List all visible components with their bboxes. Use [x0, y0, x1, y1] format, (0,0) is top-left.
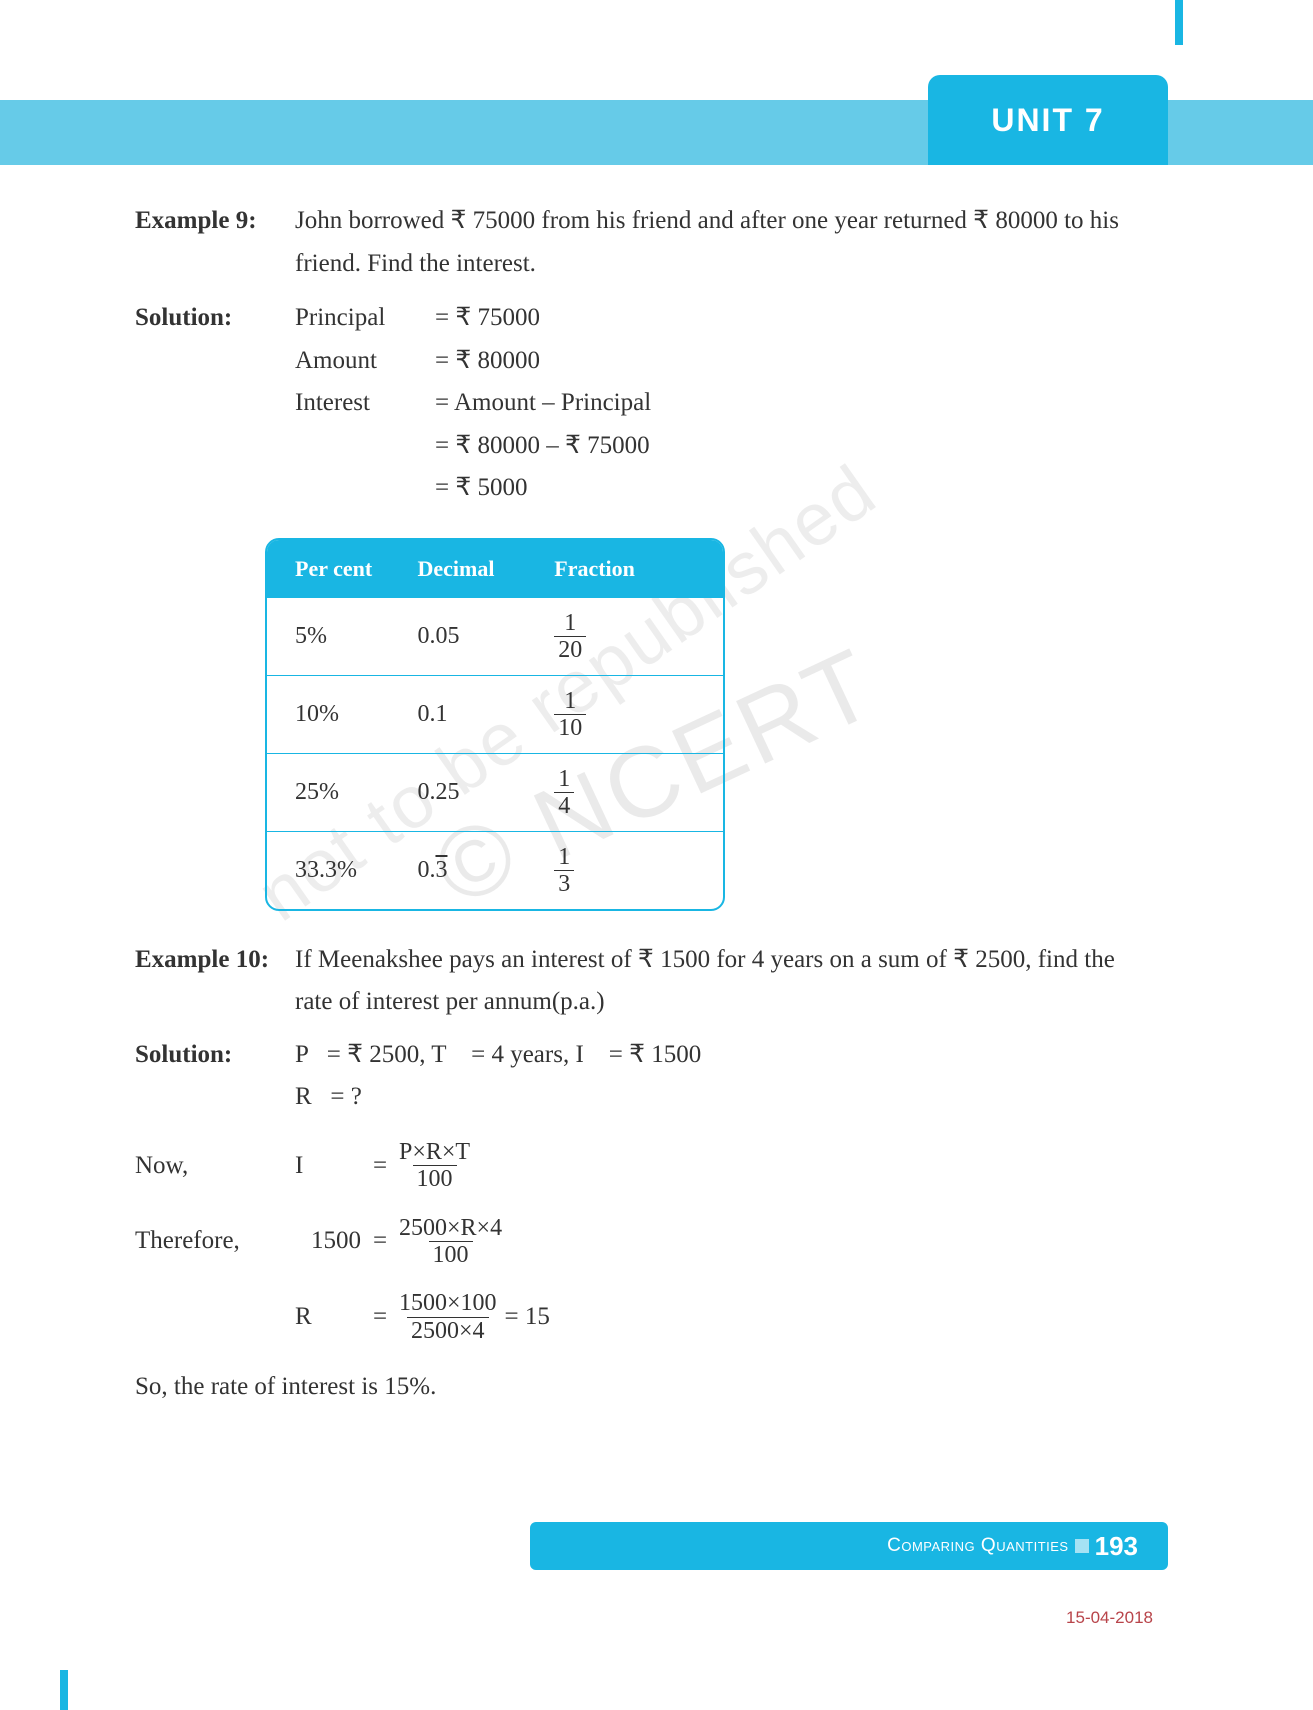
- example-10: Example 10: If Meenakshee pays an intere…: [135, 939, 1158, 1024]
- example-10-label: Example 10:: [135, 939, 295, 1024]
- eq-frac2: 2500×R×4 100: [395, 1215, 506, 1269]
- solution-10-body: P = ₹ 2500, T = 4 years, I = ₹ 1500 R = …: [295, 1034, 1158, 1119]
- sol9-interest-k: Interest: [295, 382, 435, 425]
- sol10-line1: P = ₹ 2500, T = 4 years, I = ₹ 1500: [295, 1034, 1158, 1077]
- sol9-amount-v: = ₹ 80000: [435, 340, 1158, 383]
- cell-frac-2: 14: [554, 766, 723, 820]
- footer-date: 15-04-2018: [1066, 1608, 1153, 1628]
- eq-sign3: =: [365, 1296, 395, 1339]
- now-label: Now,: [135, 1145, 295, 1188]
- footer-page: 193: [1095, 1531, 1138, 1562]
- cell-dec-1: 0.1: [417, 694, 554, 735]
- solution-9: Solution: Principal = ₹ 75000 Amount = ₹…: [135, 297, 1158, 510]
- solution-10: Solution: P = ₹ 2500, T = 4 years, I = ₹…: [135, 1034, 1158, 1119]
- example-9: Example 9: John borrowed ₹ 75000 from hi…: [135, 200, 1158, 285]
- cell-dec-2: 0.25: [417, 772, 554, 813]
- table-row: 33.3% 0.3 13: [267, 831, 723, 909]
- sol9-principal-k: Principal: [295, 297, 435, 340]
- eq-frac1: P×R×T 100: [395, 1139, 474, 1193]
- page-marker-bottom: [60, 1670, 68, 1710]
- table-row: 25% 0.25 14: [267, 753, 723, 831]
- cell-frac-1: 110: [554, 688, 723, 742]
- footer-band: Comparing Quantities 193: [530, 1522, 1168, 1570]
- table-header: Per cent Decimal Fraction: [267, 540, 723, 597]
- unit-label: UNIT 7: [991, 102, 1104, 139]
- content-area: Example 9: John borrowed ₹ 75000 from hi…: [135, 200, 1158, 1409]
- sol9-principal-v: = ₹ 75000: [435, 297, 1158, 340]
- cell-pc-3: 33.3%: [267, 850, 417, 891]
- unit-tab: UNIT 7: [928, 75, 1168, 165]
- eq-1500: 1500: [295, 1220, 365, 1263]
- eq-frac3: 1500×100 2500×4: [395, 1290, 501, 1344]
- eq-now: Now, I = P×R×T 100: [135, 1139, 1158, 1193]
- footer-square-icon: [1075, 1539, 1089, 1553]
- table-row: 10% 0.1 110: [267, 675, 723, 753]
- cell-pc-1: 10%: [267, 694, 417, 735]
- cell-frac-3: 13: [554, 844, 723, 898]
- conclusion: So, the rate of interest is 15%.: [135, 1366, 1158, 1409]
- example-9-label: Example 9:: [135, 200, 295, 285]
- solution-9-label: Solution:: [135, 297, 295, 510]
- eq-sign: =: [365, 1145, 395, 1188]
- example-10-text: If Meenakshee pays an interest of ₹ 1500…: [295, 939, 1158, 1024]
- example-9-text: John borrowed ₹ 75000 from his friend an…: [295, 200, 1158, 285]
- eq-result-val: = 15: [505, 1296, 550, 1339]
- eq-R: R: [295, 1296, 365, 1339]
- th-decimal: Decimal: [417, 550, 554, 587]
- therefore-label: Therefore,: [135, 1220, 295, 1263]
- cell-dec-3: 0.3: [417, 850, 554, 891]
- sol9-step5: = ₹ 5000: [435, 467, 1158, 510]
- cell-pc-0: 5%: [267, 616, 417, 657]
- sol9-amount-k: Amount: [295, 340, 435, 383]
- conversion-table: Per cent Decimal Fraction 5% 0.05 120 10…: [265, 538, 725, 911]
- th-fraction: Fraction: [554, 550, 723, 587]
- solution-9-body: Principal = ₹ 75000 Amount = ₹ 80000 Int…: [295, 297, 1158, 510]
- eq-sign2: =: [365, 1220, 395, 1263]
- sol9-step4: = ₹ 80000 – ₹ 75000: [435, 425, 1158, 468]
- eq-therefore: Therefore, 1500 = 2500×R×4 100: [135, 1215, 1158, 1269]
- eq-I: I: [295, 1145, 365, 1188]
- sol10-line2: R = ?: [295, 1076, 1158, 1119]
- cell-dec-0: 0.05: [417, 616, 554, 657]
- cell-pc-2: 25%: [267, 772, 417, 813]
- page-marker-top: [1175, 0, 1183, 45]
- cell-frac-0: 120: [554, 610, 723, 664]
- eq-result: R = 1500×100 2500×4 = 15: [135, 1290, 1158, 1344]
- th-percent: Per cent: [267, 550, 417, 587]
- footer-title: Comparing Quantities: [887, 1535, 1069, 1557]
- solution-10-label: Solution:: [135, 1034, 295, 1119]
- sol9-interest-v: = Amount – Principal: [435, 382, 1158, 425]
- table-row: 5% 0.05 120: [267, 597, 723, 675]
